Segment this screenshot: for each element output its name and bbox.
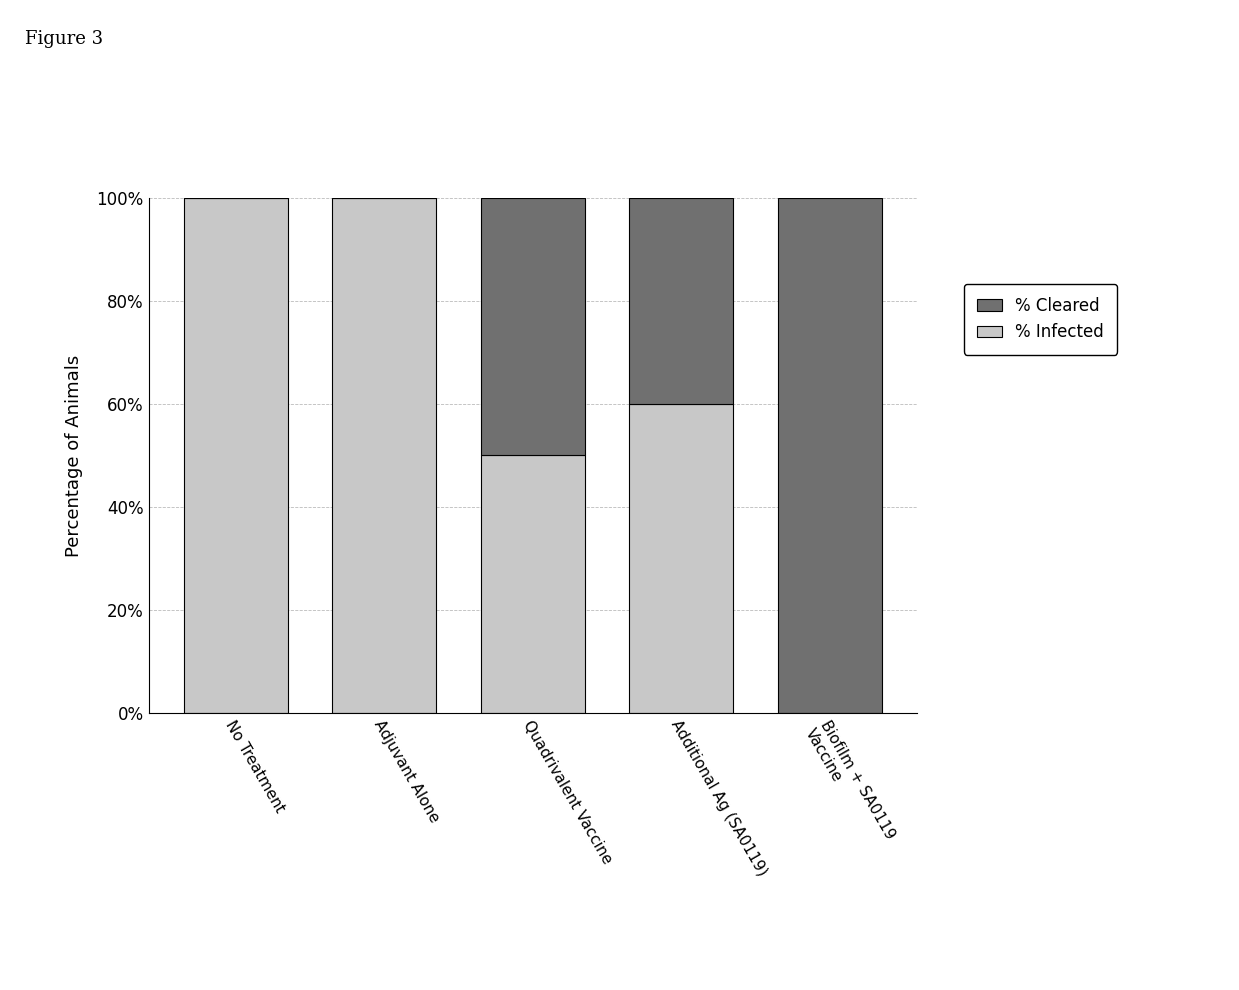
Bar — [332, 198, 436, 713]
Legend: % Cleared, % Infected: % Cleared, % Infected — [964, 283, 1118, 354]
Y-axis label: Percentage of Animals: Percentage of Animals — [64, 354, 83, 556]
Bar — [481, 198, 585, 455]
Bar — [183, 198, 287, 713]
Bar — [778, 198, 882, 713]
Text: Figure 3: Figure 3 — [25, 30, 103, 48]
Bar — [481, 455, 585, 713]
Bar — [629, 198, 733, 404]
Bar — [629, 404, 733, 713]
